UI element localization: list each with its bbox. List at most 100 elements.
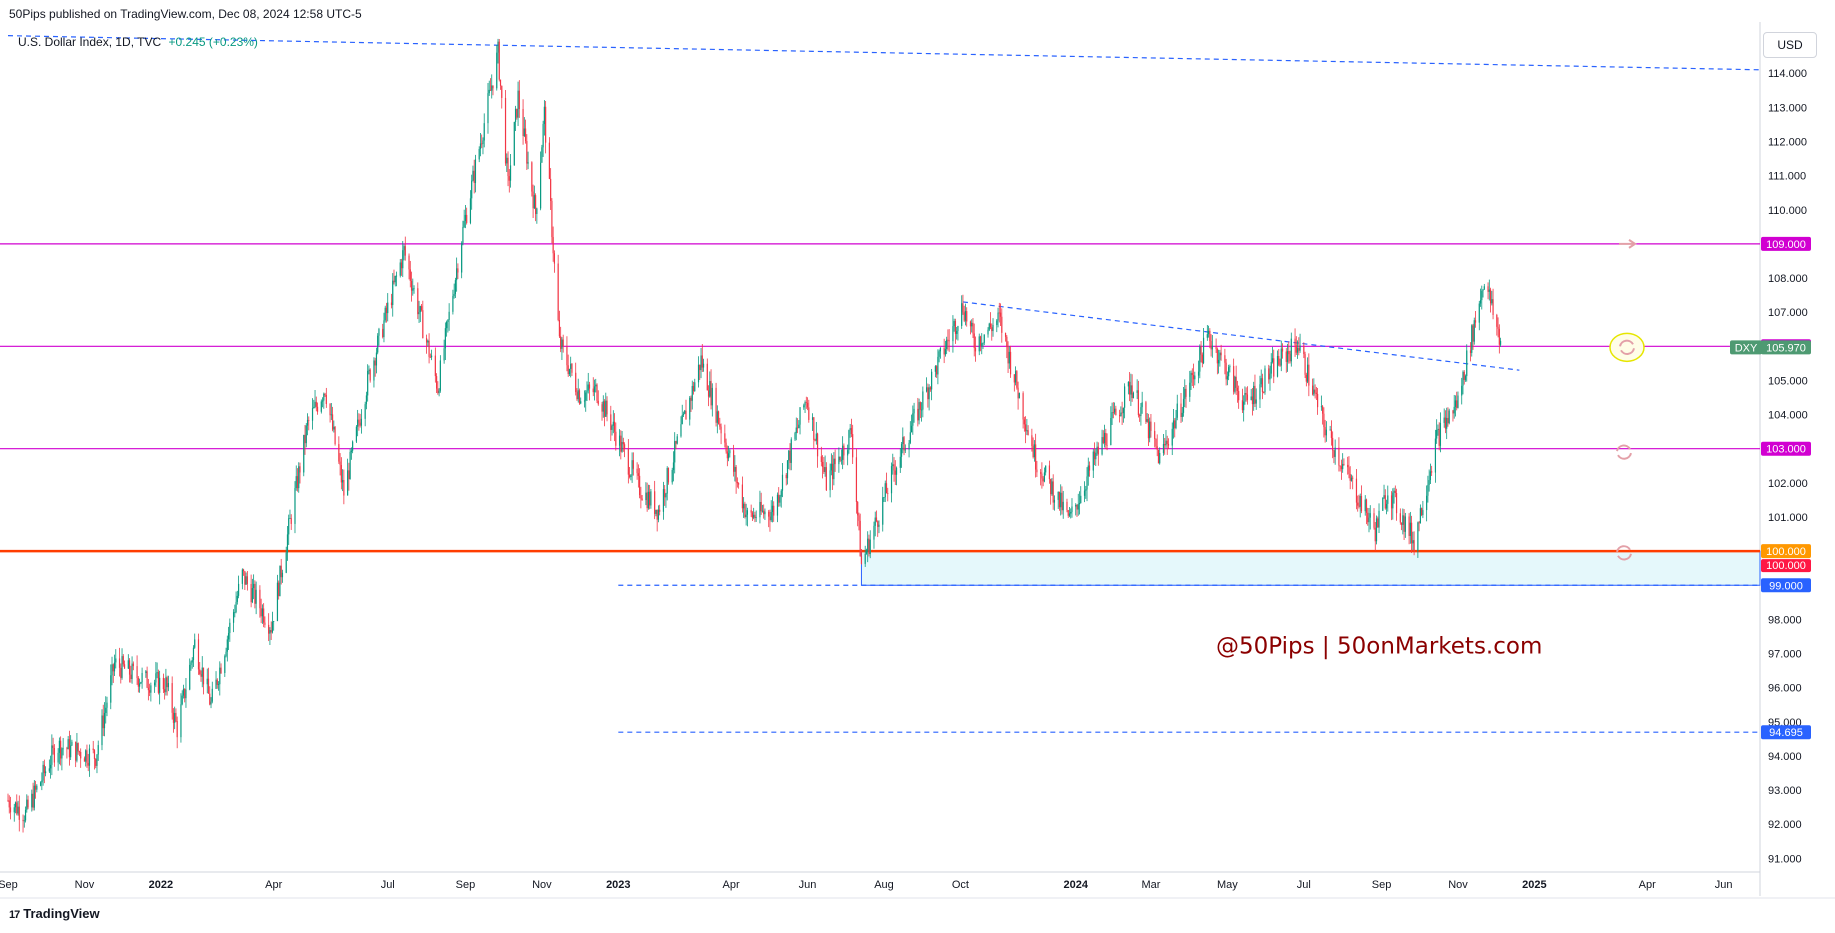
candle-body	[1482, 289, 1484, 291]
candle-body	[102, 715, 104, 729]
candle	[527, 151, 529, 170]
candle-body	[175, 712, 177, 722]
candle	[464, 204, 467, 229]
candle-body	[1322, 406, 1324, 414]
candle-body	[457, 268, 459, 273]
candle-body	[1303, 345, 1305, 355]
candle-body	[394, 275, 396, 283]
candle-body	[137, 678, 139, 687]
candle	[1369, 505, 1371, 530]
candle	[286, 525, 289, 561]
candle-body	[181, 695, 183, 705]
candle-body	[26, 799, 28, 810]
candle	[499, 79, 502, 90]
candle-body	[805, 402, 807, 403]
candle-body	[232, 612, 235, 623]
candle	[1004, 332, 1007, 342]
candle	[659, 504, 661, 516]
candle	[509, 154, 512, 188]
candle	[640, 486, 642, 509]
candle-body	[217, 684, 220, 685]
candle-body	[1383, 495, 1385, 498]
candle	[1413, 531, 1415, 556]
candle	[717, 410, 720, 425]
candle	[630, 474, 632, 481]
candle	[1323, 407, 1325, 438]
candle	[420, 304, 423, 312]
candle-body	[1132, 392, 1134, 399]
candle-body	[795, 427, 797, 434]
candle-body	[674, 441, 676, 463]
candle-body	[506, 157, 508, 164]
candle-body	[1352, 477, 1354, 479]
candle-body	[167, 683, 170, 688]
candle-body	[1224, 355, 1226, 363]
candle	[410, 271, 413, 302]
candle-body	[285, 552, 287, 573]
candle	[857, 500, 859, 527]
candle-body	[541, 147, 543, 163]
candle-body	[1244, 393, 1246, 402]
candle	[628, 467, 631, 479]
candle-body	[342, 480, 344, 483]
candle-body	[1422, 510, 1424, 516]
candle	[667, 467, 670, 485]
candle	[1001, 308, 1003, 343]
candle-body	[1199, 346, 1201, 372]
candle-body	[53, 747, 55, 763]
candle-body	[194, 639, 196, 648]
candle	[16, 794, 18, 816]
candle	[147, 678, 149, 701]
tag-94695-bg	[1761, 725, 1811, 740]
candle	[1120, 406, 1122, 417]
candle-body	[926, 387, 928, 392]
candle-body	[780, 490, 782, 497]
candle	[946, 336, 948, 355]
candle-body	[1088, 465, 1091, 471]
candle	[700, 347, 702, 379]
candle-body	[1137, 390, 1140, 416]
candle	[1182, 386, 1185, 417]
symbol-legend[interactable]: U.S. Dollar Index, 1D, TVC +0.245 (+0.23…	[18, 35, 258, 49]
candle-body	[1149, 421, 1151, 439]
candle-body	[700, 355, 702, 371]
candle	[121, 648, 123, 680]
candle	[1097, 442, 1099, 466]
candle	[34, 780, 37, 799]
currency-button[interactable]: USD	[1763, 32, 1817, 58]
candle-body	[428, 340, 430, 357]
candle-body	[16, 802, 18, 814]
candle-body	[592, 388, 594, 393]
candle-body	[1202, 337, 1205, 364]
candle	[269, 627, 271, 645]
candle-body	[76, 743, 78, 761]
candle-body	[606, 400, 608, 415]
candle-body	[689, 397, 691, 420]
candle	[917, 397, 919, 427]
candle	[48, 759, 50, 774]
candle-body	[1348, 467, 1350, 474]
candle-body	[71, 741, 73, 746]
tradingview-logo[interactable]: 17 TradingView	[9, 906, 100, 921]
candle	[1061, 486, 1063, 515]
candle-body	[764, 511, 766, 515]
candle-body	[338, 444, 340, 462]
candle-body	[927, 387, 929, 400]
candle-body	[1392, 492, 1394, 509]
candle-body	[358, 419, 360, 423]
candle-body	[715, 387, 717, 423]
candle	[745, 503, 747, 526]
candle-body	[171, 683, 173, 713]
candle-body	[122, 656, 124, 665]
candle-body	[1140, 407, 1142, 417]
candle-body	[270, 630, 272, 633]
candle	[1250, 388, 1252, 401]
candle-body	[1180, 403, 1182, 418]
candle	[1218, 349, 1220, 374]
candle-body	[78, 751, 81, 753]
candle-body	[1171, 428, 1173, 446]
candle	[552, 226, 554, 262]
candle	[43, 759, 45, 784]
candle	[744, 501, 746, 519]
